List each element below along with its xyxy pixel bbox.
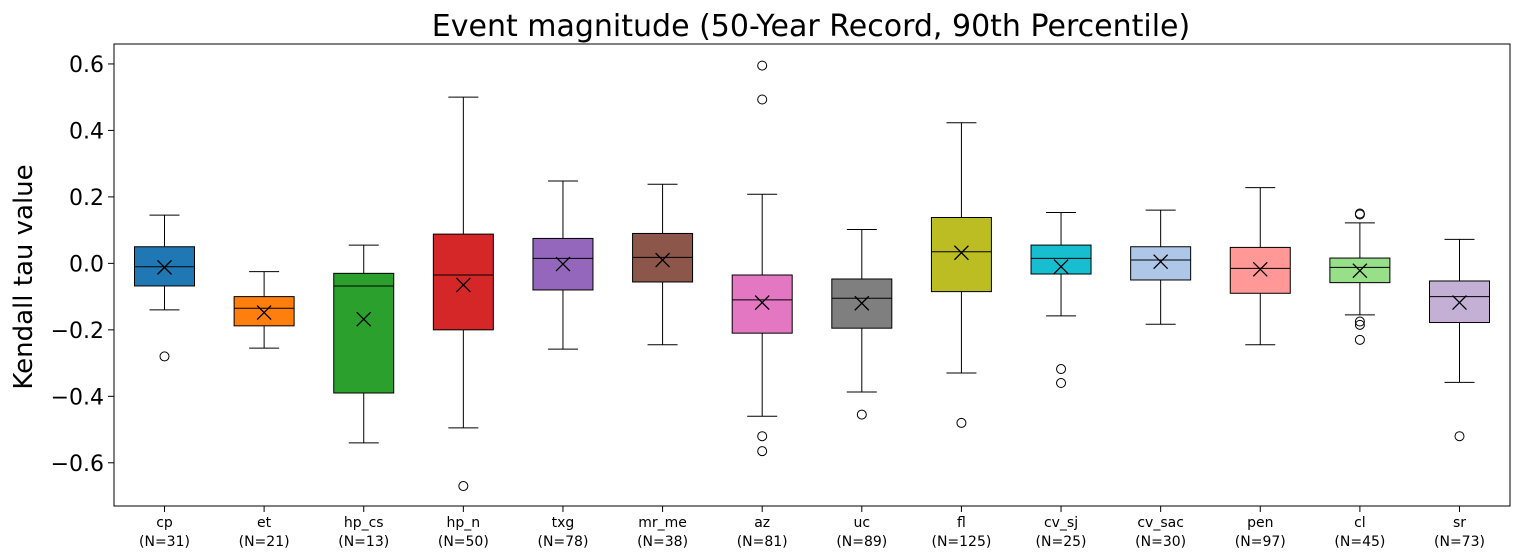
- outlier-point: [159, 351, 170, 362]
- mean-marker: [1252, 261, 1268, 277]
- y-tick-label: 0.2: [69, 186, 104, 211]
- outlier-point: [1354, 316, 1365, 327]
- iqr-box: [731, 274, 793, 334]
- x-tick-count-label: (N=125): [931, 534, 991, 550]
- mean-marker: [555, 256, 571, 272]
- box-mr_me: [632, 183, 694, 346]
- x-tick-label: hp_cs: [344, 515, 384, 531]
- mean-marker: [854, 295, 870, 311]
- x-tick-label: az: [754, 515, 770, 531]
- x-tick-label: uc: [854, 515, 871, 531]
- outlier-point: [757, 60, 768, 71]
- x-tick-count-label: (N=13): [338, 534, 389, 550]
- box-txg: [532, 180, 594, 350]
- outlier-point: [458, 481, 469, 492]
- mean-marker: [1452, 295, 1467, 311]
- x-tick-label: sr: [1453, 515, 1466, 531]
- y-tick-label: 0.4: [69, 119, 104, 144]
- x-tick-label: pen: [1247, 515, 1273, 531]
- box-et: [233, 271, 295, 349]
- y-axis: −0.6 −0.4 −0.2 0.0 0.2 0.4 0.6: [51, 53, 114, 477]
- x-tick-label: fl: [957, 515, 966, 531]
- mean-marker: [953, 245, 969, 261]
- box-pen: [1229, 187, 1291, 346]
- y-tick-label: −0.6: [51, 452, 104, 477]
- x-tick-label: cv_sac: [1137, 515, 1184, 531]
- x-tick-count-label: (N=50): [438, 534, 489, 550]
- x-tick-count-label: (N=38): [637, 534, 688, 550]
- mean-marker: [754, 295, 770, 311]
- x-tick-label: txg: [552, 515, 575, 531]
- x-tick-label: mr_me: [638, 515, 687, 531]
- mean-marker: [157, 259, 172, 275]
- mean-marker: [655, 252, 671, 268]
- iqr-box: [432, 233, 494, 331]
- x-tick-count-label: (N=21): [239, 534, 290, 550]
- mean-marker: [1352, 263, 1368, 279]
- y-axis-label: Kendall tau value: [9, 164, 39, 389]
- x-tick-label: et: [257, 515, 272, 531]
- outlier-point: [757, 446, 768, 457]
- outlier-point: [1056, 364, 1067, 375]
- x-tick-label: cv_sj: [1044, 515, 1078, 531]
- box-cl: [1329, 208, 1391, 345]
- x-tick-label: cl: [1354, 515, 1366, 531]
- box-cv_sj: [1030, 212, 1092, 389]
- outlier-point: [856, 409, 867, 420]
- x-tick-count-label: (N=45): [1334, 534, 1385, 550]
- x-tick-label: cp: [156, 515, 173, 531]
- box-fl: [930, 122, 992, 428]
- boxes: [134, 60, 1490, 492]
- iqr-box: [233, 296, 295, 327]
- x-tick-label: hp_n: [447, 515, 481, 531]
- box-hp_n: [432, 96, 494, 492]
- iqr-box: [1229, 246, 1291, 294]
- box-hp_cs: [333, 244, 395, 444]
- x-tick-count-label: (N=25): [1036, 534, 1087, 550]
- outlier-point: [1354, 334, 1365, 345]
- iqr-box: [333, 272, 395, 394]
- outlier-point: [956, 417, 967, 428]
- box-cp: [134, 214, 195, 362]
- mean-marker: [256, 305, 272, 321]
- chart-title: Event magnitude (50-Year Record, 90th Pe…: [432, 9, 1190, 44]
- mean-marker: [455, 277, 471, 293]
- outlier-point: [1056, 378, 1067, 389]
- box-cv_sac: [1130, 209, 1192, 325]
- y-tick-label: −0.4: [51, 385, 104, 410]
- x-tick-count-label: (N=31): [139, 534, 190, 550]
- x-tick-count-label: (N=81): [737, 534, 788, 550]
- box-az: [731, 60, 793, 457]
- y-tick-label: 0.6: [69, 53, 104, 78]
- x-tick-count-label: (N=73): [1434, 534, 1485, 550]
- mean-marker: [1153, 254, 1169, 270]
- mean-marker: [356, 311, 372, 327]
- x-tick-count-label: (N=30): [1135, 534, 1186, 550]
- outlier-point: [757, 431, 768, 442]
- box-uc: [831, 228, 893, 420]
- iqr-box: [1130, 246, 1192, 281]
- y-tick-label: 0.0: [69, 252, 104, 277]
- mean-marker: [1053, 259, 1069, 275]
- outlier-point: [1354, 319, 1365, 330]
- plot-area-frame: [113, 43, 1511, 507]
- iqr-box: [930, 216, 992, 293]
- iqr-box: [1030, 244, 1092, 275]
- outlier-point: [1454, 431, 1465, 442]
- box-sr: [1429, 238, 1490, 442]
- x-axis: cp (N=31) et (N=21) hp_cs (N=13) hp_n (N=50) txg…: [139, 506, 1485, 550]
- x-tick-count-label: (N=89): [836, 534, 887, 550]
- outlier-point: [757, 94, 768, 105]
- x-tick-count-label: (N=97): [1235, 534, 1286, 550]
- outlier-point: [1354, 208, 1365, 219]
- x-tick-count-label: (N=78): [537, 534, 588, 550]
- y-tick-label: −0.2: [51, 319, 104, 344]
